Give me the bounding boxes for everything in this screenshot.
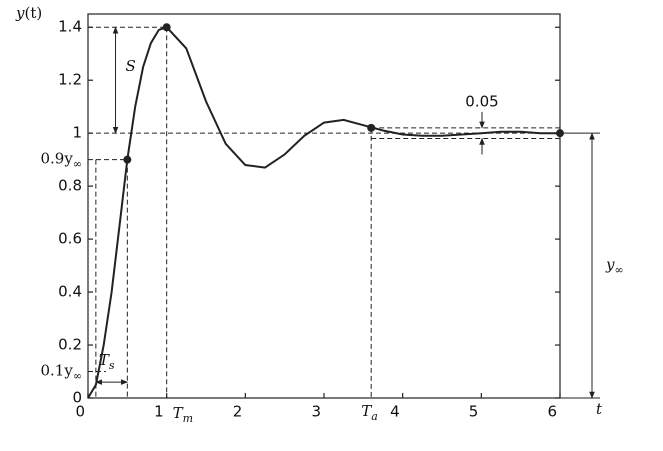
- x-tick-label: 0: [75, 403, 85, 421]
- settling-time-label-sub: a: [371, 410, 378, 423]
- x-axis-label: t: [596, 400, 603, 418]
- ten-label-main: 0.1y: [40, 362, 73, 380]
- peak-time-label-main: T: [173, 404, 184, 422]
- x-tick-label: 6: [547, 403, 557, 421]
- y-tick-label: 0: [72, 389, 82, 407]
- overshoot-label: S: [126, 57, 136, 75]
- x-tick-label: 1: [154, 403, 164, 421]
- peak-time-label: Tm: [173, 404, 193, 425]
- y-tick-label: 0.4: [58, 283, 82, 301]
- y-tick-label: 1.2: [58, 71, 82, 89]
- y-axis-label: y(t): [15, 4, 42, 22]
- x-tick-label: 2: [233, 403, 243, 421]
- ninety-label-main: 0.9y: [40, 150, 73, 168]
- plot-frame: [87, 13, 561, 399]
- response-curve: [87, 26, 560, 399]
- final-value-label-sub: ∞: [614, 264, 623, 277]
- settling-time-label: Ta: [361, 402, 378, 423]
- x-tick-label: 3: [311, 403, 321, 421]
- y-tick-label: 0.6: [58, 230, 82, 248]
- key-point: [367, 123, 376, 132]
- peak-time-label-sub: m: [183, 412, 193, 425]
- key-point: [162, 23, 171, 32]
- y-tick-label: 1.4: [58, 18, 82, 36]
- band-label: 0.05: [465, 92, 498, 110]
- rise-time-label-main: T: [99, 351, 110, 369]
- ninety-label: 0.9y∞: [40, 150, 82, 171]
- y-tick-label: 0.8: [58, 177, 82, 195]
- x-tick-label: 5: [469, 403, 479, 421]
- rise-time-label-sub: s: [109, 359, 115, 372]
- y-axis-label-main: y: [15, 4, 25, 22]
- final-value-label-main: y: [605, 256, 615, 274]
- ninety-label-sub: ∞: [73, 158, 82, 171]
- final-value-label: y∞: [605, 256, 624, 277]
- y-tick-label: 0.2: [58, 336, 82, 354]
- y-axis-label-rest: (t): [24, 4, 42, 22]
- y-tick-label: 1: [72, 124, 82, 142]
- ten-label: 0.1y∞: [40, 362, 82, 383]
- rise-time-label: Ts: [99, 351, 115, 372]
- x-tick-label: 4: [390, 403, 400, 421]
- settling-time-label-main: T: [361, 402, 372, 420]
- key-point: [123, 155, 132, 164]
- ten-label-sub: ∞: [73, 370, 82, 383]
